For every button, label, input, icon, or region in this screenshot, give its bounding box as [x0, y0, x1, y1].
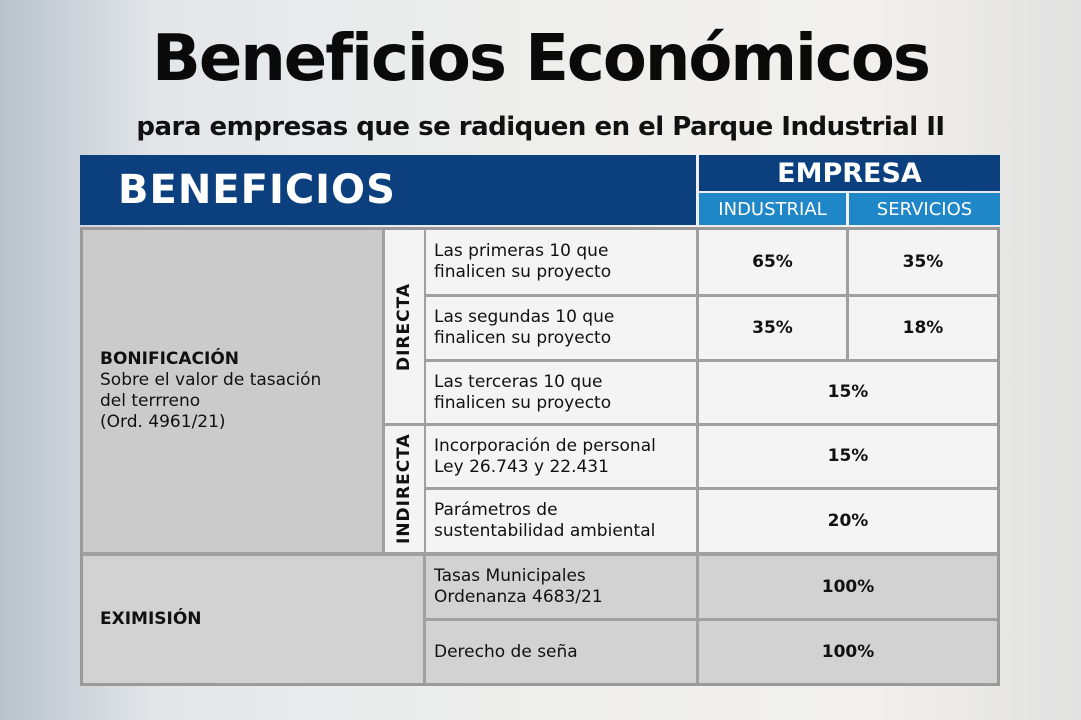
- value: 35%: [752, 317, 793, 338]
- concept-line: finalicen su proyecto: [434, 392, 612, 413]
- concept-cell: Derecho de seña: [426, 621, 696, 683]
- subtitle: para empresas que se radiquen en el Parq…: [136, 112, 945, 142]
- header-text: INDUSTRIAL: [718, 198, 827, 220]
- value-cell: 15%: [699, 362, 997, 423]
- concept-line: Incorporación de personal: [434, 435, 656, 456]
- value-cell: 18%: [849, 297, 997, 359]
- indirecta-label: INDIRECTA: [394, 433, 414, 545]
- value-cell: 100%: [699, 556, 997, 618]
- concept-line: Ordenanza 4683/21: [434, 587, 603, 607]
- value: 15%: [827, 446, 869, 466]
- concept-line: Ley 26.743 y 22.431: [434, 456, 609, 477]
- value-cell: 65%: [699, 230, 846, 294]
- concept-line: Parámetros de: [434, 500, 558, 520]
- value-cell: 35%: [699, 297, 846, 359]
- header-text: EMPRESA: [777, 157, 922, 189]
- value: 100%: [821, 641, 875, 662]
- header-empresa: EMPRESA: [699, 155, 1000, 191]
- concept-line: finalicen su proyecto: [434, 262, 612, 282]
- header-servicios: SERVICIOS: [849, 193, 1000, 225]
- bonificacion-line: del terrreno: [100, 391, 201, 411]
- concept-cell: Incorporación de personal Ley 26.743 y 22…: [426, 426, 696, 487]
- directa-label: DIRECTA: [394, 282, 414, 371]
- concept-line: Las segundas 10 que: [434, 307, 615, 327]
- header-industrial: INDUSTRIAL: [699, 193, 846, 225]
- value: 15%: [827, 382, 869, 402]
- header-beneficios: BENEFICIOS: [80, 155, 696, 225]
- indirecta-cell: INDIRECTA: [385, 426, 424, 552]
- eximision-cell: EXIMISIÓN: [83, 556, 423, 683]
- bonificacion-line: Sobre el valor de tasación: [100, 370, 322, 390]
- bonificacion-cell: BONIFICACIÓN Sobre el valor de tasación de…: [83, 230, 382, 552]
- value: 100%: [821, 576, 875, 597]
- value-cell: 100%: [699, 621, 997, 683]
- value-cell: 35%: [849, 230, 997, 294]
- bonificacion-label: BONIFICACIÓN: [100, 349, 240, 369]
- value: 65%: [752, 251, 793, 272]
- concept-cell: Tasas Municipales Ordenanza 4683/21: [426, 556, 696, 618]
- concept-cell: Las terceras 10 que finalicen su proyecto: [426, 362, 696, 423]
- concept-line: Derecho de seña: [434, 641, 578, 662]
- value-cell: 15%: [699, 426, 997, 487]
- value: 35%: [902, 251, 944, 272]
- header-text: SERVICIOS: [876, 198, 973, 220]
- concept-line: finalicen su proyecto: [434, 328, 612, 348]
- concept-cell: Las segundas 10 que finalicen su proyecto: [426, 297, 696, 359]
- value: 18%: [902, 317, 944, 338]
- concept-line: Las primeras 10 que: [434, 241, 609, 261]
- concept-cell: Parámetros de sustentabilidad ambiental: [426, 490, 696, 552]
- value-cell: 20%: [699, 490, 997, 552]
- concept-line: Tasas Municipales: [434, 566, 586, 586]
- concept-cell: Las primeras 10 que finalicen su proyecto: [426, 230, 696, 294]
- title: Beneficios Económicos: [152, 22, 931, 96]
- bonificacion-line: (Ord. 4961/21): [100, 412, 226, 432]
- header-text: BENEFICIOS: [118, 166, 396, 213]
- eximision-label: EXIMISIÓN: [100, 609, 202, 629]
- directa-cell: DIRECTA: [385, 230, 424, 423]
- concept-line: Las terceras 10 que: [434, 371, 603, 392]
- value: 20%: [827, 510, 869, 531]
- concept-line: sustentabilidad ambiental: [434, 521, 656, 541]
